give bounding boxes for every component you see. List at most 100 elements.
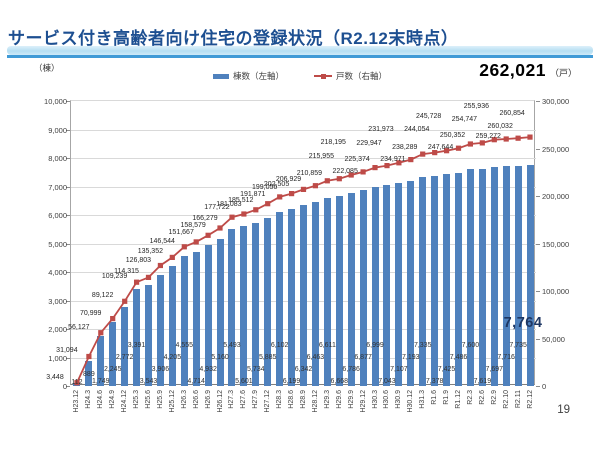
units-line-chart <box>74 134 533 386</box>
x-axis-label: R2.12 <box>526 390 534 409</box>
line-value-label: 126,803 <box>125 256 152 264</box>
x-axis-label: H27.6 <box>240 390 248 409</box>
right-axis-tick-label: 50,000 <box>542 334 565 344</box>
x-axis-label: R2.3 <box>466 390 474 405</box>
bar <box>180 256 188 386</box>
line-marker <box>420 151 426 157</box>
line-marker <box>491 137 497 143</box>
bar <box>371 186 379 386</box>
legend-bar-swatch-icon <box>212 73 229 79</box>
line-value-label: 231,973 <box>368 125 394 133</box>
line-marker <box>122 298 128 304</box>
line-value-label: 146,544 <box>149 237 175 245</box>
x-axis-label: R1.9 <box>443 390 451 405</box>
line-value-label: 3,448 <box>46 373 64 381</box>
bar-value-label: 7,486 <box>449 354 468 361</box>
bar <box>145 285 152 386</box>
left-axis-tick-label: 5,000 <box>48 239 67 249</box>
left-axis-tick <box>66 129 70 131</box>
bar-value-label: 6,999 <box>366 342 384 349</box>
line-marker <box>241 211 247 217</box>
bar <box>347 192 355 386</box>
line-value-label: 260,854 <box>499 110 525 118</box>
legend-item-units: 戸数（右軸） <box>314 70 387 82</box>
x-axis-label: H27.3 <box>228 390 236 409</box>
line-marker <box>503 136 509 142</box>
x-axis-label: H25.3 <box>133 390 141 409</box>
right-axis-tick <box>536 338 540 340</box>
line-value-label: 56,127 <box>68 323 90 331</box>
x-axis-label: H25.9 <box>156 390 164 409</box>
x-axis-label: R1.12 <box>455 390 462 409</box>
line-value-label: 135,352 <box>137 248 163 256</box>
line-value-label: 114,315 <box>114 268 139 276</box>
bar <box>526 164 534 386</box>
bar <box>288 209 296 386</box>
bar <box>264 218 272 386</box>
line-value-label: 210,859 <box>296 169 323 177</box>
left-axis-tick <box>66 243 70 245</box>
line-value-label: 199,056 <box>251 183 278 191</box>
line-marker <box>134 279 140 285</box>
line-value-label: 191,871 <box>240 190 266 198</box>
right-axis-tick-label: 250,000 <box>542 144 570 154</box>
bar-value-label: 6,199 <box>282 378 301 385</box>
bar-value-label: 7,193 <box>402 354 420 361</box>
line-value-label: 254,747 <box>451 115 478 123</box>
legend-item-buildings: 棟数（左軸） <box>212 70 284 82</box>
line-marker <box>205 232 211 238</box>
left-axis-tick-label: 2,000 <box>48 325 67 334</box>
right-axis-tick <box>536 386 540 387</box>
line-value-label: 158,579 <box>180 222 206 230</box>
bar-value-label: 3,391 <box>127 342 146 349</box>
x-axis-label: H28.6 <box>288 390 296 409</box>
line-marker <box>455 145 462 151</box>
line-value-label: 109,239 <box>101 273 128 281</box>
left-axis-tick <box>66 101 70 102</box>
bar-value-label: 4,932 <box>199 366 217 373</box>
left-axis-tick-label: 1,000 <box>48 353 67 363</box>
right-axis-tick <box>536 148 540 150</box>
x-axis-label: H24.12 <box>121 390 129 413</box>
line-value-label: 206,929 <box>275 176 302 184</box>
line-value-label: 181,083 <box>216 200 242 208</box>
right-axis-tick-label: 300,000 <box>542 97 570 106</box>
line-marker <box>289 191 295 197</box>
bar-value-label: 6,877 <box>354 354 372 361</box>
bar <box>121 306 129 386</box>
bar-value-label: 7,378 <box>425 378 444 385</box>
line-marker <box>408 157 414 163</box>
right-axis-tick <box>536 196 540 197</box>
bar-value-label: 7,107 <box>390 366 408 373</box>
x-axis-label: H30.3 <box>371 390 379 409</box>
line-value-label: 222,085 <box>332 168 358 176</box>
line-marker <box>253 207 259 213</box>
right-axis-tick <box>536 291 540 292</box>
bar-value-label: 7,716 <box>497 354 515 361</box>
bar <box>97 336 105 386</box>
line-marker <box>110 316 116 322</box>
bar <box>395 183 403 386</box>
line-value-label: 238,289 <box>392 143 418 151</box>
right-axis-tick-label: 0 <box>542 382 547 391</box>
x-axis-label: H26.6 <box>192 390 200 409</box>
bar-value-label: 5,601 <box>235 378 253 385</box>
line-marker <box>98 330 104 336</box>
x-axis-label: H24.3 <box>85 390 93 409</box>
line-marker <box>193 239 199 245</box>
bar <box>443 174 451 386</box>
bar-value-label: 5,885 <box>258 354 277 361</box>
x-axis-label: H25.12 <box>168 390 176 413</box>
line-value-label: 234,971 <box>380 155 406 163</box>
x-axis-label: H31.3 <box>419 390 427 409</box>
left-axis-tick-label: 8,000 <box>48 154 67 163</box>
x-axis-label: H29.9 <box>347 390 355 409</box>
bar <box>109 322 117 386</box>
bar-value-label: 5,493 <box>223 342 241 349</box>
line-value-label: 259,272 <box>475 132 501 140</box>
left-axis-tick <box>66 357 70 359</box>
gridline <box>71 129 536 131</box>
line-value-label: 185,512 <box>228 196 254 204</box>
x-axis-label: H29.3 <box>323 390 331 409</box>
bar-value-label: 3,543 <box>139 378 158 385</box>
